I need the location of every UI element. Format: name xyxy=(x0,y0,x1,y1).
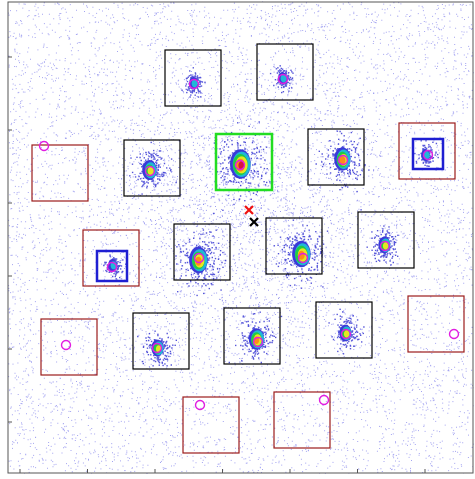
region-box xyxy=(214,132,274,192)
spot-halo xyxy=(328,308,365,355)
region-box xyxy=(265,217,323,275)
axis-ticks xyxy=(8,56,426,473)
plot-frame xyxy=(7,1,474,474)
target-boxes-layer xyxy=(95,137,445,283)
region-box xyxy=(256,43,314,101)
region-box xyxy=(40,318,98,376)
spot xyxy=(212,121,273,215)
centroid-circle xyxy=(340,328,352,340)
noise-speckles xyxy=(8,2,474,474)
region-box xyxy=(223,307,281,365)
centroid-circle xyxy=(234,159,246,171)
cross-marker-black xyxy=(249,217,259,227)
centroid-circle xyxy=(448,328,460,340)
noise-layer xyxy=(8,1,474,474)
centroid-circle xyxy=(337,154,349,166)
region-box xyxy=(123,139,181,197)
spot-level xyxy=(280,74,287,83)
spot-halo xyxy=(212,121,273,215)
region-box xyxy=(173,223,231,281)
region-box xyxy=(315,301,373,359)
centroid-circle xyxy=(60,339,72,351)
target-box xyxy=(95,249,129,283)
region-box xyxy=(82,229,140,287)
centroid-circle xyxy=(151,342,163,354)
region-box xyxy=(132,312,190,370)
target-box xyxy=(411,137,445,171)
centroid-circle xyxy=(106,261,118,273)
spot-level xyxy=(195,256,202,266)
spot xyxy=(414,140,439,171)
centroid-circle xyxy=(188,78,200,90)
cross-marker-red xyxy=(244,205,254,215)
centroid-circle xyxy=(297,252,309,264)
region-box xyxy=(307,128,365,186)
spot-level xyxy=(155,345,162,353)
centroid-circle xyxy=(422,149,434,161)
region-box xyxy=(398,122,456,180)
region-box xyxy=(164,49,222,107)
spot-level xyxy=(423,151,430,160)
region-box xyxy=(31,144,89,202)
boxes-layer xyxy=(31,43,465,454)
region-box xyxy=(182,396,240,454)
spot-halo xyxy=(315,130,370,211)
spot-level xyxy=(343,330,350,338)
spot xyxy=(103,254,128,280)
region-box xyxy=(357,211,415,269)
markers-layer xyxy=(244,205,259,227)
spot-level xyxy=(382,242,389,250)
spot-level xyxy=(191,79,198,88)
centroid-circle xyxy=(379,240,391,252)
centroid-circle xyxy=(193,252,205,264)
plot-border xyxy=(7,1,474,474)
spots-layer xyxy=(103,65,439,367)
spot-halo xyxy=(269,65,294,94)
spot-level xyxy=(339,156,346,165)
region-box xyxy=(407,295,465,353)
centroid-circle xyxy=(38,140,50,152)
circles-layer xyxy=(38,73,460,411)
centroid-circle xyxy=(252,336,264,348)
spot-level xyxy=(147,166,154,175)
centroid-circle xyxy=(318,394,330,406)
centroid-circle xyxy=(144,165,156,177)
centroid-circle xyxy=(277,73,289,85)
region-box xyxy=(273,391,331,449)
centroid-circle xyxy=(194,399,206,411)
